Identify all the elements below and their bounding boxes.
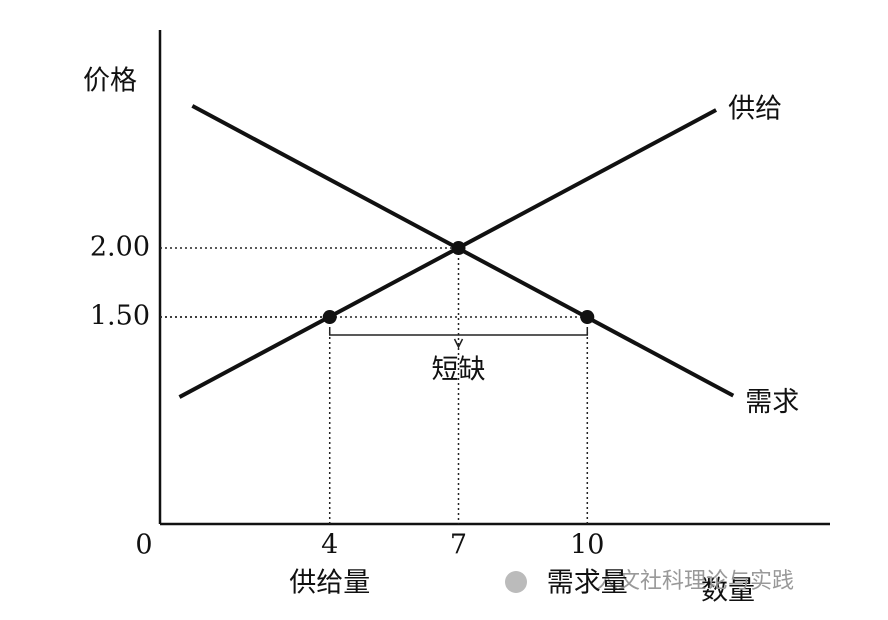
y-axis-label: 价格 — [83, 66, 137, 97]
watermark: 人文社科理论与实践 — [596, 569, 794, 594]
x-tick-label: 4 — [321, 530, 338, 561]
quantity-supplied-label: 供给量 — [289, 568, 370, 599]
point — [580, 310, 595, 325]
shortage-arrow — [453, 338, 464, 349]
point — [451, 241, 466, 256]
watermark-icon — [505, 571, 527, 593]
quantity-demanded-label: 需求量 — [547, 568, 628, 599]
x-tick-label: 7 — [450, 530, 467, 561]
series-label: 需求 — [745, 387, 799, 418]
shortage-label: 短缺 — [432, 355, 486, 386]
x-tick-label: 0 — [135, 530, 152, 561]
shortage-bracket — [328, 329, 589, 336]
series-line — [178, 108, 718, 399]
series-label: 供给 — [728, 94, 782, 125]
x-tick-label: 10 — [570, 530, 604, 561]
x-axis-label: 数量 — [701, 576, 755, 607]
point — [322, 310, 337, 325]
y-tick-label: 1.50 — [90, 301, 150, 332]
y-tick-label: 2.00 — [90, 232, 150, 263]
